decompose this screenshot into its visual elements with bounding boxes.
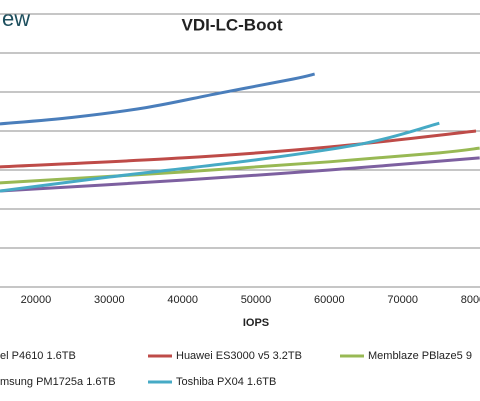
legend-label: Huawei ES3000 v5 3.2TB: [176, 350, 302, 362]
legend-label: el P4610 1.6TB: [0, 350, 76, 362]
legend-label: Toshiba PX04 1.6TB: [176, 376, 276, 388]
series-line: [0, 121, 440, 193]
chart-title: VDI-LC-Boot: [181, 15, 282, 34]
x-tick-label: 70000: [387, 294, 418, 306]
legend-label: Memblaze PBlaze5 9: [368, 350, 472, 362]
legend-label: msung PM1725a 1.6TB: [0, 376, 116, 388]
x-tick-label: 20000: [21, 294, 52, 306]
x-tick-label: 60000: [314, 294, 345, 306]
x-tick-label: 50000: [241, 294, 272, 306]
x-tick-label: 80000: [461, 294, 480, 306]
series-line: [0, 156, 480, 193]
series-line: [0, 129, 477, 169]
x-tick-label: 30000: [94, 294, 125, 306]
series-line: [0, 72, 316, 126]
x-axis-label: IOPS: [243, 317, 269, 329]
x-tick-label: 40000: [167, 294, 198, 306]
logo: ew: [2, 6, 30, 31]
